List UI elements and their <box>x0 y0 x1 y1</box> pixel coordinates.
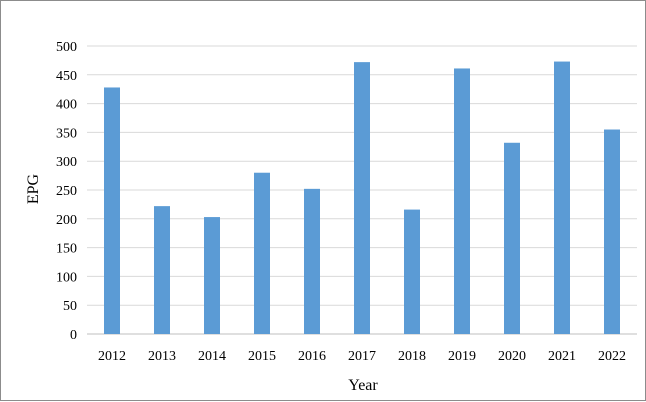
bar-2018 <box>404 209 420 334</box>
x-axis-title: Year <box>348 377 378 394</box>
bar-2020 <box>504 142 520 334</box>
y-tick-label: 400 <box>56 98 77 113</box>
y-tick-label: 150 <box>56 242 77 257</box>
y-tick-label: 0 <box>70 328 77 343</box>
bar-2016 <box>304 188 320 334</box>
y-tick-label: 500 <box>56 40 77 55</box>
bars <box>104 61 620 335</box>
x-tick-label: 2015 <box>248 349 276 364</box>
y-axis-title: EPG <box>25 173 42 204</box>
y-tick-label: 200 <box>56 213 77 228</box>
x-tick-label: 2020 <box>498 349 526 364</box>
x-tick-label: 2018 <box>398 349 426 364</box>
bar-2015 <box>254 172 270 334</box>
y-tick-label: 300 <box>56 155 77 170</box>
x-tick-label: 2021 <box>548 349 576 364</box>
bar-2019 <box>454 68 470 335</box>
y-tick-label: 50 <box>63 299 77 314</box>
bar-2012 <box>104 87 120 334</box>
x-axis-ticks: 2012 2013 2014 2015 2016 2017 2018 2019 2020 2021… <box>98 349 626 364</box>
y-tick-label: 250 <box>56 184 77 199</box>
bar-2022 <box>604 129 620 334</box>
bar-2013 <box>154 206 170 334</box>
x-tick-label: 2022 <box>598 349 626 364</box>
x-tick-label: 2017 <box>348 349 376 364</box>
bar-2021 <box>554 61 570 334</box>
y-tick-label: 350 <box>56 126 77 141</box>
x-tick-label: 2013 <box>148 349 176 364</box>
x-tick-label: 2012 <box>98 349 126 364</box>
x-tick-label: 2016 <box>298 349 326 364</box>
y-axis-ticks: 0 50 100 150 200 250 300 350 400 450 500 <box>56 40 77 343</box>
x-tick-label: 2019 <box>448 349 476 364</box>
y-tick-label: 100 <box>56 270 77 285</box>
y-tick-label: 450 <box>56 69 77 84</box>
bar-2017 <box>354 62 370 335</box>
bar-2014 <box>204 217 220 334</box>
x-tick-label: 2014 <box>198 349 226 364</box>
